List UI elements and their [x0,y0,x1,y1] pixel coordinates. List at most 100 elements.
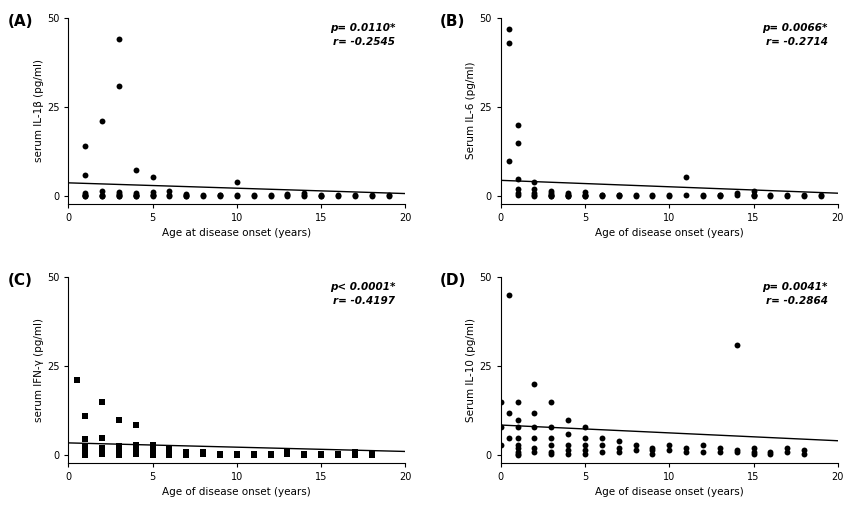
Point [595,433,609,442]
Text: (C): (C) [8,273,33,288]
Point [511,450,524,458]
Point [78,448,92,456]
Point [645,444,659,452]
Point [78,189,92,197]
Point [230,178,244,186]
Point [545,448,559,456]
Point [314,191,328,199]
Point [511,139,524,147]
Point [179,190,193,198]
Point [179,192,193,200]
Point [612,448,625,456]
Point [781,192,795,200]
Point [146,191,160,199]
Point [298,191,311,199]
Point [680,173,693,181]
X-axis label: Age at disease onset (years): Age at disease onset (years) [162,228,311,238]
Point [764,191,777,199]
Point [213,191,227,199]
Point [112,451,126,459]
Point [528,191,541,199]
Point [561,430,575,438]
Point [511,451,524,459]
Point [814,191,828,199]
Point [146,450,160,458]
Point [263,191,277,199]
Point [696,192,710,200]
Point [502,156,516,165]
Point [746,444,760,452]
Point [146,450,160,458]
Point [129,189,142,197]
Point [146,173,160,181]
Point [78,443,92,451]
Point [730,191,744,199]
Point [78,192,92,200]
Point [545,192,559,200]
Point [545,433,559,442]
Point [561,192,575,200]
Point [528,423,541,431]
Point [713,448,727,456]
Point [146,188,160,196]
Point [680,444,693,452]
Point [713,444,727,452]
Point [230,192,244,200]
Point [247,191,261,199]
Point [129,446,142,454]
Point [746,191,760,199]
Point [213,191,227,199]
Point [511,189,524,197]
Point [263,192,277,200]
Point [511,174,524,182]
Point [578,191,592,199]
Point [162,187,176,195]
Point [511,398,524,406]
Point [129,191,142,199]
Point [314,450,328,458]
Point [511,448,524,456]
Point [112,415,126,424]
Point [612,191,625,199]
Point [595,191,609,199]
Point [281,191,294,199]
Point [348,448,362,456]
Point [781,191,795,199]
Point [578,433,592,442]
Point [730,446,744,454]
Point [196,192,210,200]
Point [314,192,328,200]
Point [511,191,524,199]
Point [95,191,109,199]
Point [112,192,126,200]
Point [528,178,541,186]
Point [162,450,176,458]
Point [162,448,176,456]
Point [662,191,676,199]
Point [213,192,227,200]
Point [746,450,760,458]
Point [78,450,92,458]
Point [213,450,227,458]
Point [511,423,524,431]
Point [561,440,575,449]
Point [511,121,524,129]
Point [348,191,362,199]
Point [78,191,92,199]
Point [528,444,541,452]
Point [112,82,126,90]
Point [545,187,559,195]
Text: (D): (D) [440,273,467,288]
Y-axis label: Serum IL-6 (pg/ml): Serum IL-6 (pg/ml) [467,62,476,159]
Point [781,444,795,452]
X-axis label: Age of disease onset (years): Age of disease onset (years) [162,487,311,497]
Point [95,192,109,200]
Point [230,191,244,199]
Point [112,192,126,200]
Point [746,191,760,199]
Point [561,191,575,199]
Point [578,191,592,199]
Point [502,433,516,442]
Point [112,450,126,458]
Point [95,448,109,456]
